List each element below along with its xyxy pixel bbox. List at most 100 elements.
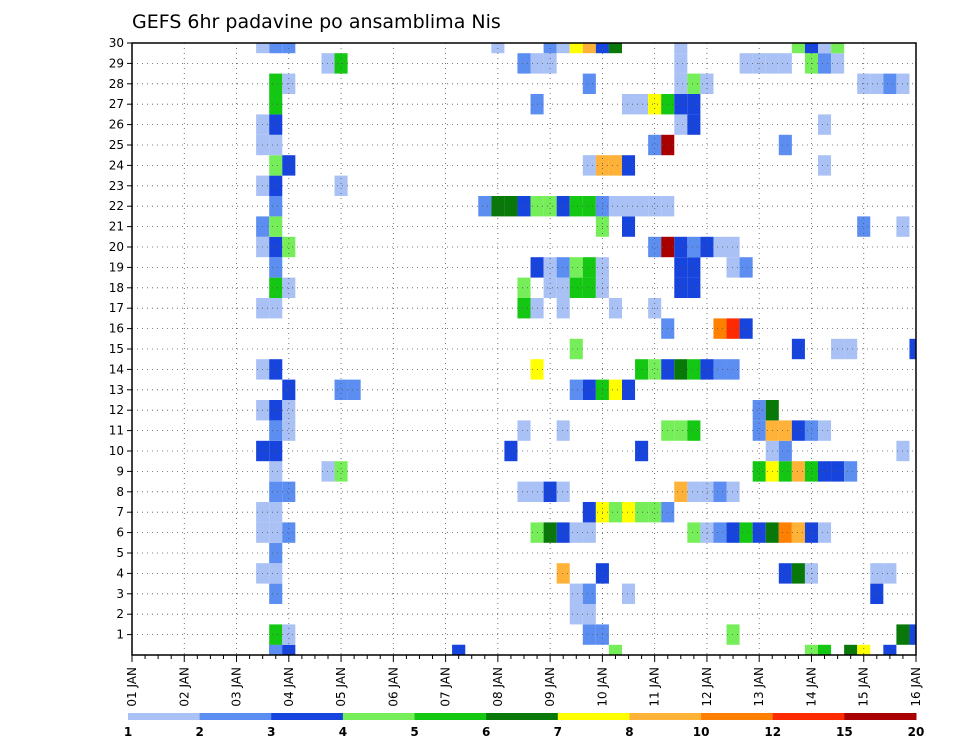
heatmap-cell [282, 624, 296, 645]
heatmap-cell [556, 522, 570, 543]
heatmap-cell [818, 644, 832, 655]
heatmap-cell [674, 73, 688, 94]
y-tick-label: 28 [109, 77, 124, 91]
heatmap-cell [739, 257, 753, 278]
heatmap-cell [674, 53, 688, 74]
heatmap-cell [269, 420, 283, 441]
colorbar-label: 2 [195, 725, 203, 739]
heatmap-cell [556, 420, 570, 441]
heatmap-cell [608, 196, 622, 217]
heatmap-cell [752, 522, 766, 543]
colorbar-label: 8 [625, 725, 633, 739]
heatmap-cell [269, 481, 283, 502]
heatmap-cell [608, 644, 622, 655]
heatmap-cell [804, 644, 818, 655]
heatmap-cell [582, 379, 596, 400]
colorbar-label: 6 [482, 725, 490, 739]
heatmap-cell [674, 277, 688, 298]
heatmap-cell [739, 522, 753, 543]
heatmap-cell [635, 502, 649, 523]
heatmap-cell [517, 277, 531, 298]
y-tick-label: 26 [109, 118, 124, 132]
x-tick-label: 02 JAN [177, 667, 191, 707]
y-tick-label: 6 [116, 526, 124, 540]
heatmap-cell [726, 481, 740, 502]
heatmap-cell [739, 318, 753, 339]
y-tick-label: 19 [109, 260, 124, 274]
heatmap-cell [778, 461, 792, 482]
x-tick-label: 16 JAN [909, 667, 923, 707]
colorbar-label: 12 [764, 725, 781, 739]
y-tick-label: 22 [109, 199, 124, 213]
heatmap-cell [334, 461, 348, 482]
heatmap-cell [778, 563, 792, 584]
heatmap-cell [752, 420, 766, 441]
heatmap-cell [269, 134, 283, 156]
x-tick-label: 09 JAN [543, 667, 557, 707]
heatmap-cell [582, 196, 596, 217]
x-tick-label: 03 JAN [230, 667, 244, 707]
heatmap-cell [648, 502, 662, 523]
x-tick-label: 10 JAN [595, 667, 609, 707]
heatmap-cell [713, 359, 727, 380]
x-tick-label: 06 JAN [386, 667, 400, 707]
heatmap-cell [569, 583, 583, 604]
heatmap-cell [687, 420, 701, 441]
colorbar-swatch [844, 713, 917, 720]
heatmap-cell [282, 400, 296, 421]
heatmap-cell [635, 94, 649, 115]
colorbar-label: 15 [836, 725, 853, 739]
heatmap-cell [269, 175, 283, 196]
heatmap-cell [778, 420, 792, 441]
y-tick-label: 30 [109, 36, 124, 50]
heatmap-cell [778, 134, 792, 156]
y-tick-label: 9 [116, 464, 124, 478]
heatmap-cell [256, 43, 270, 54]
heatmap-cell [269, 461, 283, 482]
heatmap-cell [804, 420, 818, 441]
heatmap-cell [726, 318, 740, 339]
y-tick-label: 25 [109, 138, 124, 152]
y-tick-label: 23 [109, 179, 124, 193]
heatmap-cell [608, 155, 622, 176]
heatmap-cell [608, 379, 622, 400]
y-tick-label: 14 [109, 362, 124, 376]
heatmap-cell [556, 43, 570, 54]
heatmap-cell [282, 236, 296, 258]
heatmap-cell [778, 522, 792, 543]
x-tick-label: 12 JAN [700, 667, 714, 707]
colorbar-label: 5 [410, 725, 418, 739]
heatmap-cell [347, 379, 361, 400]
y-tick-label: 5 [116, 546, 124, 560]
y-tick-label: 18 [109, 281, 124, 295]
heatmap-cell [674, 481, 688, 502]
heatmap-cell [726, 359, 740, 380]
heatmap-cell [883, 73, 897, 94]
x-tick-label: 13 JAN [752, 667, 766, 707]
heatmap-cell [269, 277, 283, 298]
heatmap-cell [700, 359, 714, 380]
heatmap-cell [569, 604, 583, 625]
heatmap-cell [687, 94, 701, 115]
colorbar-swatch [414, 713, 487, 720]
heatmap-cell [282, 644, 296, 655]
heatmap-cell [543, 196, 557, 217]
colorbar-label: 20 [908, 725, 925, 739]
colorbar-swatch [486, 713, 559, 720]
heatmap-cell [269, 43, 283, 54]
x-tick-label: 07 JAN [439, 667, 453, 707]
grid-lines [132, 43, 916, 655]
colorbar-label: 4 [339, 725, 347, 739]
chart-title: GEFS 6hr padavine po ansamblima Nis [132, 11, 501, 33]
heatmap-cell [269, 73, 283, 94]
heatmap-cell [269, 114, 283, 135]
heatmap-cell [269, 216, 283, 237]
heatmap-cell [556, 481, 570, 502]
x-tick-label: 01 JAN [125, 667, 139, 707]
heatmap-cell [726, 522, 740, 543]
heatmap-cell [282, 379, 296, 400]
heatmap-cell [582, 583, 596, 604]
heatmap-cell [687, 481, 701, 502]
heatmap-cell [334, 175, 348, 196]
heatmap-cell [582, 624, 596, 645]
